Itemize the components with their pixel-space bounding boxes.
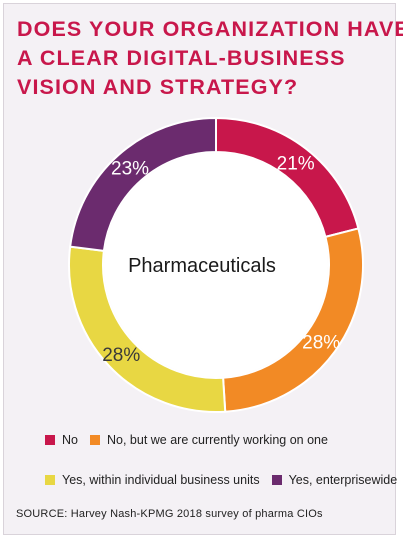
source-note: SOURCE: Harvey Nash-KPMG 2018 survey of … [16, 508, 323, 520]
chart-title: Does your organization have a clear digi… [17, 15, 403, 102]
slice-label-no: 21% [277, 153, 315, 174]
legend-swatch-enterprisewide [271, 475, 282, 485]
legend-item-business-units: Yes, within individual business units [45, 473, 260, 487]
legend-label-working-on-one: No, but we are currently working on one [106, 433, 328, 447]
slice-label-working-on-one: 28% [302, 332, 340, 353]
legend-item-working-on-one: No, but we are currently working on one [89, 433, 328, 447]
title-line-3: vision and strategy? [17, 75, 299, 99]
title-line-1: Does your organization have [17, 17, 403, 41]
title-line-2: a clear digital-business [17, 46, 346, 70]
donut-hole [104, 153, 328, 377]
legend-row-1: No No, but we are currently working on o… [45, 433, 340, 447]
legend-label-no: No [62, 433, 78, 447]
legend-swatch-working-on-one [89, 435, 100, 445]
legend-swatch-no [45, 435, 55, 445]
legend-swatch-business-units [45, 475, 55, 485]
legend-label-business-units: Yes, within individual business units [62, 473, 260, 487]
legend-item-enterprisewide: Yes, enterprisewide [271, 473, 398, 487]
legend-item-no: No [45, 433, 78, 447]
slice-label-enterprisewide: 23% [111, 158, 149, 179]
legend-row-2: Yes, within individual business units Ye… [45, 473, 403, 487]
slice-enterprisewide [69, 116, 217, 252]
legend-label-enterprisewide: Yes, enterprisewide [288, 473, 398, 487]
center-label: Pharmaceuticals [128, 255, 276, 277]
slice-label-business-units: 28% [102, 345, 140, 366]
